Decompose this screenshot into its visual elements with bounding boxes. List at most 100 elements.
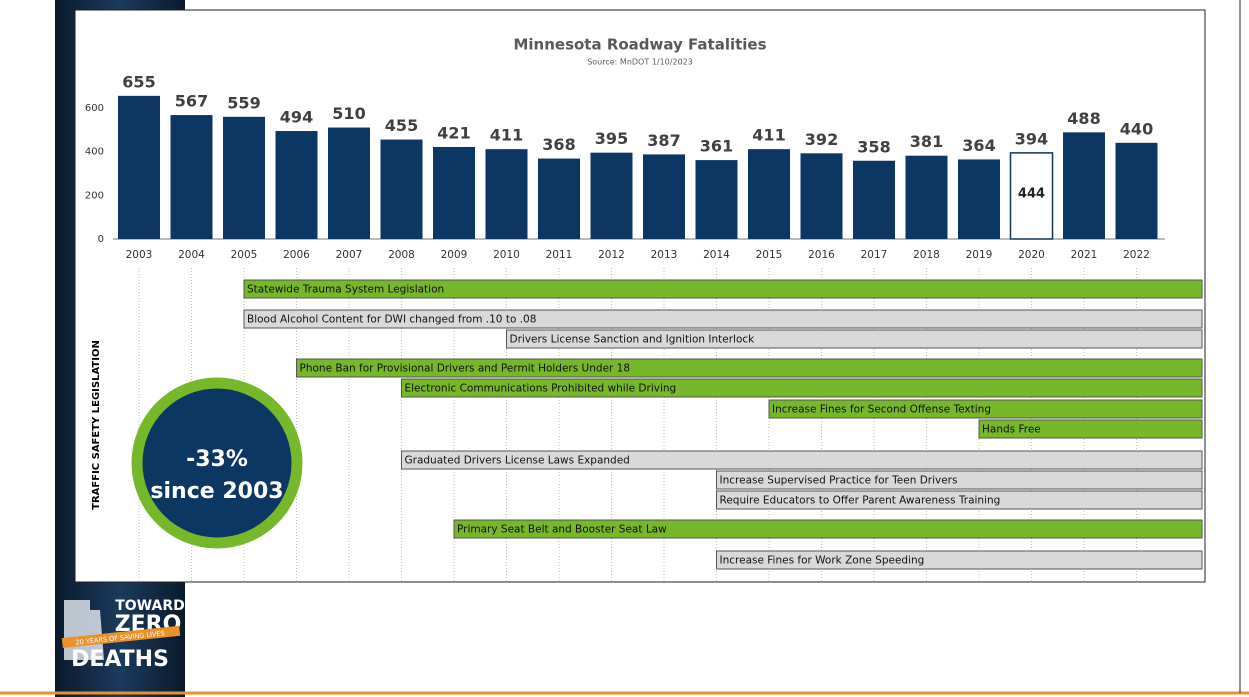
value-label: 411 — [752, 126, 785, 145]
bar — [485, 149, 528, 239]
x-tick-label: 2017 — [861, 249, 888, 261]
legislation-label: Require Educators to Offer Parent Awaren… — [720, 495, 1001, 507]
bar — [1063, 132, 1105, 239]
chart-title: Minnesota Roadway Fatalities — [513, 36, 766, 54]
legislation-label: Hands Free — [982, 424, 1041, 436]
bar — [1009, 152, 1054, 240]
value-label: 358 — [857, 137, 890, 156]
legislation-label: Blood Alcohol Content for DWI changed fr… — [247, 314, 536, 326]
x-tick-label: 2021 — [1071, 249, 1098, 261]
x-tick-label: 2011 — [546, 249, 573, 261]
value-label: 381 — [910, 132, 943, 151]
legislation-label: Primary Seat Belt and Booster Seat Law — [457, 524, 667, 536]
y-tick-label: 200 — [85, 190, 104, 201]
value-label: 559 — [227, 93, 260, 112]
bar — [170, 115, 213, 239]
bar — [748, 149, 790, 239]
x-tick-label: 2003 — [126, 249, 153, 261]
value-label: 387 — [647, 131, 680, 150]
bar — [695, 160, 738, 239]
legislation-label: Drivers License Sanction and Ignition In… — [510, 334, 756, 346]
bar — [853, 160, 895, 239]
legislation-bar — [506, 329, 1203, 349]
legislation-bar — [401, 378, 1203, 398]
value-label: 368 — [542, 135, 575, 154]
legislation-bar — [716, 470, 1203, 490]
legislation-bar — [768, 399, 1203, 419]
legislation-label: Increase Fines for Work Zone Speeding — [720, 555, 925, 567]
legislation-label: Electronic Communications Prohibited whi… — [405, 383, 677, 395]
y-tick-label: 0 — [98, 234, 104, 245]
x-tick-label: 2015 — [756, 249, 783, 261]
legislation-bar — [401, 450, 1203, 470]
logo-text: TOWARD — [115, 598, 185, 614]
y-tick-label: 600 — [85, 103, 104, 114]
x-tick-label: 2007 — [336, 249, 363, 261]
legislation-label: Increase Supervised Practice for Teen Dr… — [720, 475, 958, 487]
value-label: 392 — [805, 130, 838, 149]
logo: TOWARD ZERO 20 YEARS OF SAVING LIVES DEA… — [61, 598, 185, 672]
value-label: 488 — [1067, 109, 1100, 128]
badge-circle — [131, 377, 303, 549]
bar — [223, 116, 265, 239]
x-tick-label: 2009 — [441, 249, 468, 261]
value-label: 567 — [175, 92, 208, 111]
x-tick-label: 2022 — [1123, 249, 1150, 261]
value-label: 655 — [122, 72, 155, 91]
x-tick-label: 2019 — [966, 249, 993, 261]
legislation-label: Graduated Drivers License Laws Expanded — [405, 455, 630, 467]
x-tick-label: 2004 — [178, 249, 205, 261]
legislation-bar — [453, 519, 1203, 539]
bar — [328, 127, 370, 239]
timeline-label: TRAFFIC SAFETY LEGISLATION — [91, 340, 102, 510]
logo-band — [61, 625, 181, 649]
x-tick-label: 2005 — [231, 249, 258, 261]
value-label: 411 — [490, 126, 523, 145]
x-tick-label: 2014 — [703, 249, 730, 261]
x-tick-label: 2016 — [808, 249, 835, 261]
legislation-label: Increase Fines for Second Offense Textin… — [772, 404, 991, 416]
value-label: 494 — [280, 108, 313, 127]
x-tick-label: 2010 — [493, 249, 520, 261]
x-tick-label: 2012 — [598, 249, 625, 261]
bar — [590, 152, 633, 239]
legislation-label: Phone Ban for Provisional Drivers and Pe… — [300, 363, 631, 375]
x-tick-label: 2008 — [388, 249, 415, 261]
badge: -33% since 2003 — [131, 377, 303, 549]
value-label: 510 — [332, 104, 365, 123]
value-label: 364 — [962, 136, 995, 155]
logo-text: DEATHS — [71, 647, 169, 672]
legislation-bar — [243, 309, 1203, 329]
bar — [433, 146, 475, 239]
bar — [380, 139, 423, 239]
y-tick-label: 400 — [85, 147, 104, 158]
bar — [1115, 142, 1158, 239]
x-tick-label: 2020 — [1018, 249, 1045, 261]
bar — [118, 95, 160, 239]
value-label: 455 — [385, 116, 418, 135]
bar — [643, 154, 685, 239]
badge-line: since 2003 — [150, 479, 283, 504]
x-tick-label: 2013 — [651, 249, 678, 261]
x-tick-label: 2006 — [283, 249, 310, 261]
bar — [275, 131, 318, 239]
legislation-bar — [716, 490, 1203, 510]
badge-line: -33% — [186, 447, 248, 472]
legislation-bar — [243, 279, 1203, 299]
chart-subtitle: Source: MnDOT 1/10/2023 — [587, 58, 693, 67]
bar — [958, 159, 1000, 239]
legislation-bar — [296, 358, 1203, 378]
legislation-label: Statewide Trauma System Legislation — [247, 284, 444, 296]
value-label: 395 — [595, 129, 628, 148]
x-tick-label: 2018 — [913, 249, 940, 261]
legislation-bar — [716, 550, 1203, 570]
bar — [800, 153, 843, 239]
highlight-label: 444 — [1018, 186, 1045, 201]
value-label: 394 — [1015, 129, 1048, 148]
bar — [538, 158, 580, 239]
bar — [905, 155, 948, 239]
value-label: 421 — [437, 123, 470, 142]
value-label: 361 — [700, 137, 733, 156]
legislation-bar — [978, 419, 1203, 439]
